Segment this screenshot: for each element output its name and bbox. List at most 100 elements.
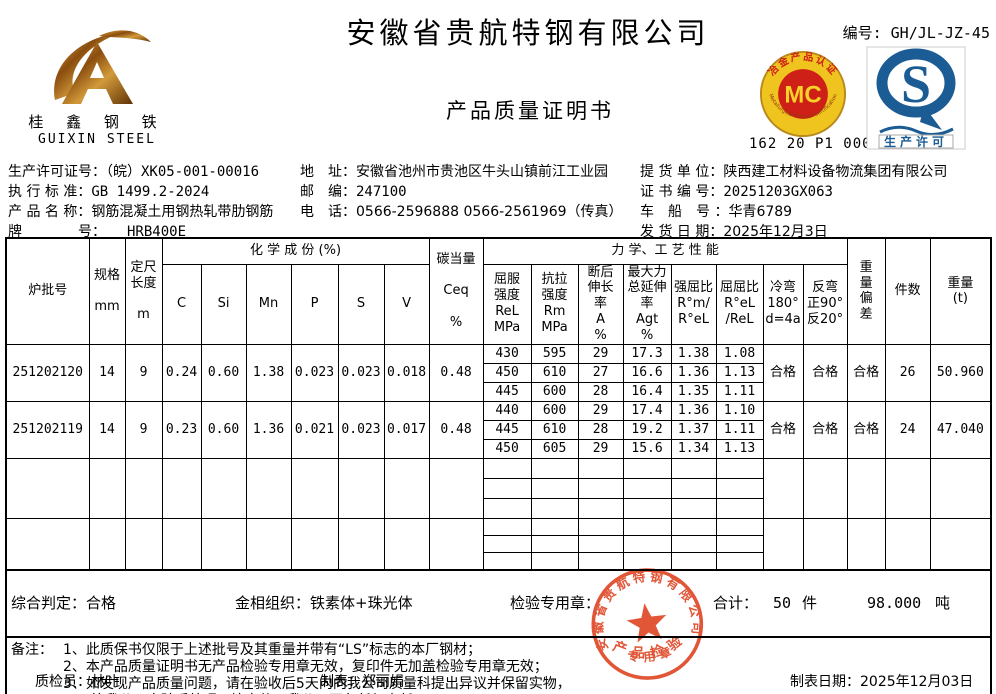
cell-spec: 14 <box>88 400 126 459</box>
tabulator: 制表：郑丽娟 <box>320 674 404 690</box>
cell-agt: 16.6 <box>622 362 672 383</box>
cell-si <box>200 457 247 519</box>
cell-rel-rel: 1.08 <box>715 343 764 364</box>
cell-spec: 14 <box>88 343 126 402</box>
cell-p <box>290 457 339 519</box>
cell-rel: 445 <box>482 381 532 402</box>
cell-rel-rel <box>715 497 764 519</box>
pieces-unit: 件 <box>802 594 818 613</box>
cell-weight-dev: 合格 <box>846 400 886 459</box>
col-head-p: P <box>290 263 339 345</box>
col-head-pieces: 件数 <box>884 237 931 345</box>
cell-rm <box>530 517 579 536</box>
note-line: 等我公司审验后处理，擅自使用我公司不负任何责任。 <box>63 693 571 694</box>
cell-s <box>337 517 385 571</box>
cell-weight-dev: 合格 <box>846 343 886 402</box>
document-number: 编号: GH/JL-JZ-45 <box>842 24 990 42</box>
cell-mn <box>245 517 292 571</box>
col-head-v: V <box>383 263 430 345</box>
cell-rm: 595 <box>530 343 579 364</box>
cell-rm <box>530 534 579 553</box>
cell-p: 0.023 <box>290 343 339 402</box>
cell-si: 0.60 <box>200 400 247 459</box>
cell-length: 9 <box>124 400 163 459</box>
cell-mn: 1.38 <box>245 343 292 402</box>
guixin-logo: 桂 鑫 钢 铁 GUIXIN STEEL <box>28 26 166 147</box>
license-no-row: 生产许可证号：（皖）XK05-001-00016 <box>8 164 260 180</box>
cell-a: 29 <box>577 400 624 421</box>
cell-rm: 610 <box>530 362 579 383</box>
col-head-rm: 抗拉 强度 Rm MPa <box>530 263 579 345</box>
cell-s <box>337 457 385 519</box>
note-line: 3、如发现产品质量问题，请在验收后5天内向我公司质量科提出异议并保留实物， <box>63 675 571 692</box>
cell-rel <box>482 497 532 519</box>
total-pieces: 50 <box>773 594 792 613</box>
cell-rel-rel: 1.13 <box>715 438 764 459</box>
notes: 备注： 1、此质保书仅限于上述批号及其重量并带有“LS”标志的本厂钢材； 2、本… <box>11 642 986 694</box>
cell-agt <box>622 517 672 536</box>
table-row: 251202120 14 9 0.24 0.60 1.38 0.023 0.02… <box>5 343 992 402</box>
cell-rel-rel: 1.10 <box>715 400 764 421</box>
cell-a <box>577 497 624 519</box>
cell-weight: 47.040 <box>929 400 992 459</box>
cell-a: 27 <box>577 362 624 383</box>
logo-name-en: GUIXIN STEEL <box>38 132 156 147</box>
cell-cold-bend <box>762 457 804 519</box>
vehicle-no-row: 车 船 号 ：华青6789 <box>640 204 793 220</box>
cell-c: 0.24 <box>161 343 202 402</box>
cell-rm-rel <box>670 457 717 479</box>
cell-weight-dev <box>846 517 886 571</box>
col-head-s: S <box>337 263 385 345</box>
cell-a: 29 <box>577 438 624 459</box>
consignee-row: 提 货 单 位：陕西建工材料设备物流集团有限公司 <box>640 164 948 180</box>
cell-rel-rel <box>715 457 764 479</box>
cell-rm-rel <box>670 551 717 571</box>
cell-rel: 440 <box>482 400 532 421</box>
inspector: 质检员：林叶 <box>35 674 119 690</box>
cell-rev-bend: 合格 <box>802 343 848 402</box>
cell-rm <box>530 497 579 519</box>
cell-rm-rel <box>670 477 717 499</box>
cell-rm-rel: 1.34 <box>670 438 717 459</box>
cell-batch: 251202119 <box>5 400 90 459</box>
cell-rel: 450 <box>482 438 532 459</box>
logo-name-cn: 桂 鑫 钢 铁 <box>28 113 166 131</box>
cell-rm-rel: 1.36 <box>670 362 717 383</box>
info-column-middle: 地 址：安徽省池州市贵池区牛头山镇前江工业园 邮 编：247100 电 话：05… <box>300 162 623 222</box>
cell-spec <box>88 457 126 519</box>
cell-rev-bend <box>802 457 848 519</box>
grade-row: 牌 号： HRB400E <box>8 224 187 240</box>
table-subrow <box>6 477 991 499</box>
info-column-left: 生产许可证号：（皖）XK05-001-00016 执 行 标 准：GB 1499… <box>8 162 273 242</box>
notes-lines: 1、此质保书仅限于上述批号及其重量并带有“LS”标志的本厂钢材； 2、本产品质量… <box>63 642 571 694</box>
cell-rm-rel <box>670 534 717 553</box>
cell-rel-rel <box>715 551 764 571</box>
summary-content: 综合判定：合格 金相组织：铁素体+珠光体 检验专用章： 合计： 50 件 98.… <box>7 587 990 620</box>
cell-agt: 17.4 <box>622 400 672 421</box>
cell-agt <box>622 551 672 571</box>
cell-weight <box>929 457 992 519</box>
cell-ceq: 0.48 <box>428 343 484 402</box>
col-head-rel-rel: 屈屈比 R°eL /ReL <box>715 263 764 345</box>
cell-length: 9 <box>124 343 163 402</box>
quality-data-table: 炉批号 规格 mm 定尺 长度 m 化 学 成 份 (%) 碳当量 Ceq % … <box>5 237 993 694</box>
table-row-empty <box>5 517 992 571</box>
phone-row: 电 话：0566-2596888 0566-2561969（传真） <box>300 204 623 220</box>
tabulation-date: 制表日期：2025年12月03日 <box>790 674 974 690</box>
cell-rm <box>530 477 579 499</box>
cell-pieces: 24 <box>884 400 931 459</box>
cell-spec <box>88 517 126 571</box>
cell-a: 29 <box>577 343 624 364</box>
cell-batch: 251202120 <box>5 343 90 402</box>
standard-row: 执 行 标 准：GB 1499.2-2024 <box>8 184 210 200</box>
mc-certification-seal: MC 冶金产品认证 Metallurgical Product Certific… <box>757 50 849 142</box>
cell-weight-dev <box>846 457 886 519</box>
col-head-length: 定尺 长度 m <box>124 237 163 345</box>
cell-pieces <box>884 517 931 571</box>
cell-agt: 17.3 <box>622 343 672 364</box>
postcode-row: 邮 编：247100 <box>300 184 407 200</box>
col-head-cold-bend: 冷弯 180° d=4a <box>762 263 804 345</box>
cell-si: 0.60 <box>200 343 247 402</box>
cell-rm: 605 <box>530 438 579 459</box>
